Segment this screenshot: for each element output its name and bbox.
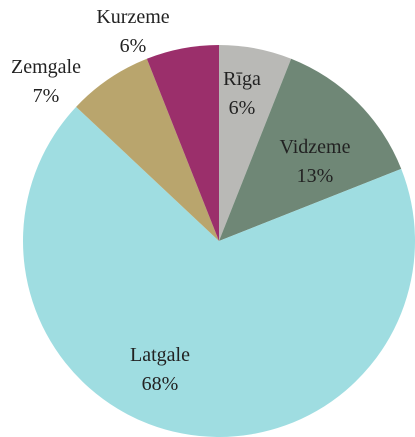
slice-percent: 6%	[229, 97, 256, 119]
slice-percent: 13%	[297, 165, 334, 187]
slice-label: Zemgale 7%	[11, 56, 81, 107]
slice-name: Rīga	[223, 68, 261, 90]
slice-percent: 6%	[120, 35, 147, 57]
pie-slice	[76, 58, 219, 241]
pie-slice	[23, 106, 415, 437]
slice-label: Vidzeme 13%	[280, 136, 351, 187]
slice-percent: 7%	[33, 85, 60, 107]
slice-name: Latgale	[130, 344, 190, 366]
slice-name: Kurzeme	[96, 6, 169, 28]
slice-percent: 68%	[142, 373, 179, 395]
pie-slice	[219, 58, 402, 241]
pie-slice	[146, 45, 219, 241]
slice-name: Vidzeme	[280, 136, 351, 158]
slice-label: Rīga 6%	[223, 68, 261, 119]
pie-slice	[219, 45, 292, 241]
slice-label: Latgale 68%	[130, 344, 190, 395]
slice-name: Zemgale	[11, 56, 81, 78]
slice-label: Kurzeme 6%	[96, 6, 169, 57]
